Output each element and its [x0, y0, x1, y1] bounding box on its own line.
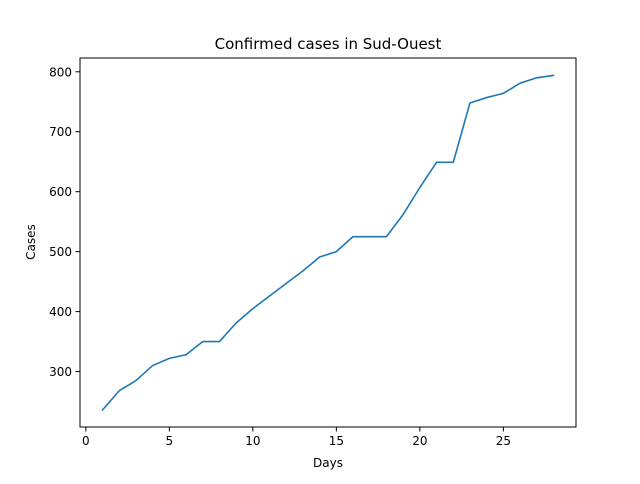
ticks-layer: 0 5 10 15 20 25 300 400 500 600 700 800 [49, 65, 511, 448]
y-axis-label: Cases [24, 224, 38, 260]
x-tick-label: 0 [82, 434, 90, 448]
chart-title: Confirmed cases in Sud-Ouest [215, 35, 442, 53]
x-tick-label: 10 [245, 434, 260, 448]
x-tick-label: 15 [329, 434, 344, 448]
plot-frame [79, 57, 577, 428]
y-tick-label: 500 [49, 245, 72, 259]
x-axis-label: Days [313, 456, 343, 470]
x-tick-label: 20 [412, 434, 427, 448]
y-tick-label: 400 [49, 305, 72, 319]
x-tick-label: 5 [166, 434, 174, 448]
y-tick-label: 700 [49, 125, 72, 139]
y-tick-label: 800 [49, 65, 72, 79]
y-tick-label: 600 [49, 185, 72, 199]
x-tick-label: 25 [496, 434, 511, 448]
series-line-0 [101, 74, 555, 412]
series-layer [101, 74, 555, 412]
y-tick-label: 300 [49, 365, 72, 379]
